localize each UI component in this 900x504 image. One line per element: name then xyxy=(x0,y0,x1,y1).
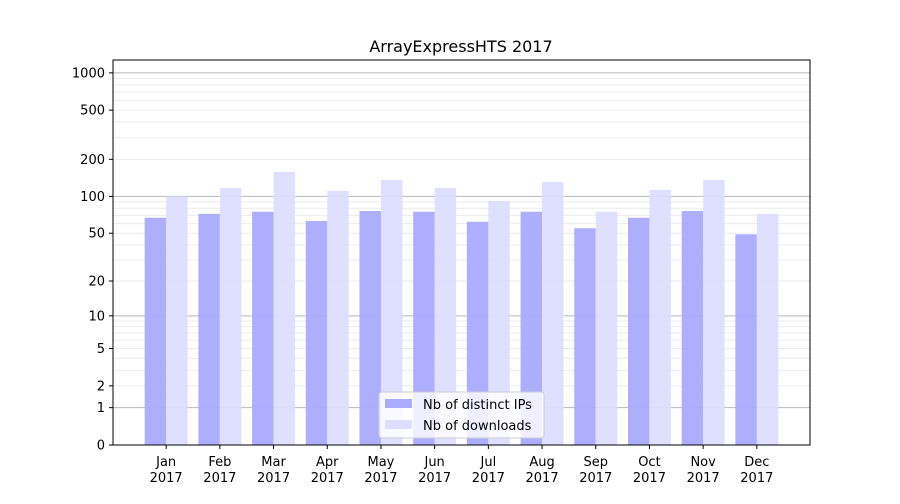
bar-downloads xyxy=(703,179,725,445)
x-tick-label: Jan 2017 xyxy=(150,455,183,486)
y-tick-label: 200 xyxy=(80,153,105,168)
bar-downloads xyxy=(434,188,457,445)
bar-distinct-ips xyxy=(681,211,704,445)
bar-distinct-ips xyxy=(413,211,435,445)
legend: Nb of distinct IPs Nb of downloads xyxy=(378,391,545,439)
legend-box xyxy=(378,391,545,439)
chart-title: ArrayExpressHTS 2017 xyxy=(369,37,552,56)
bar-downloads xyxy=(273,171,296,445)
x-tick-label: Feb 2017 xyxy=(203,455,236,486)
x-tick-label: Apr 2017 xyxy=(311,455,344,486)
bar-downloads xyxy=(488,200,510,445)
x-tick-label: Oct 2017 xyxy=(633,455,666,486)
bar-distinct-ips xyxy=(144,217,167,445)
bar-distinct-ips xyxy=(735,234,757,445)
bar-distinct-ips xyxy=(252,211,274,445)
x-tick-label: Aug 2017 xyxy=(526,455,559,486)
y-tick-label: 20 xyxy=(88,275,105,290)
x-tick-label: Dec 2017 xyxy=(740,455,773,486)
plot-frame xyxy=(112,59,811,446)
x-tick-label: May 2017 xyxy=(364,455,397,486)
bar-distinct-ips xyxy=(305,220,328,445)
bar-downloads xyxy=(166,196,188,445)
y-tick-label: 1000 xyxy=(72,66,105,81)
legend-label: Nb of downloads xyxy=(423,419,532,434)
bar-downloads xyxy=(327,190,349,445)
x-tick-label: Jun 2017 xyxy=(418,455,451,486)
bar-distinct-ips xyxy=(359,211,381,445)
y-tick-label: 10 xyxy=(88,309,105,324)
legend-swatch xyxy=(385,399,412,408)
bar-distinct-ips xyxy=(466,221,489,445)
bar-distinct-ips xyxy=(574,228,596,445)
x-tick-label: Sep 2017 xyxy=(579,455,612,486)
y-tick-label: 5 xyxy=(97,342,105,357)
x-tick-label: Mar 2017 xyxy=(257,455,290,486)
y-tick-label: 2 xyxy=(97,379,105,394)
legend-swatch xyxy=(385,420,412,429)
y-tick-label: 50 xyxy=(88,227,105,242)
y-tick-label: 1 xyxy=(97,401,105,416)
bar-downloads xyxy=(380,179,403,445)
bar-downloads xyxy=(542,181,564,445)
y-tick-label: 500 xyxy=(80,104,105,119)
y-tick-label: 100 xyxy=(80,190,105,205)
bar-downloads xyxy=(756,213,779,445)
y-tick-label: 0 xyxy=(97,439,105,454)
legend-label: Nb of distinct IPs xyxy=(423,398,532,413)
bar-downloads xyxy=(219,188,242,445)
bar-downloads xyxy=(649,189,671,445)
bar-distinct-ips xyxy=(520,211,543,445)
bar-distinct-ips xyxy=(627,217,650,445)
bar-distinct-ips xyxy=(198,213,220,445)
x-tick-label: Jul 2017 xyxy=(472,455,505,486)
x-tick-label: Nov 2017 xyxy=(687,455,720,486)
bar-downloads xyxy=(595,211,618,445)
